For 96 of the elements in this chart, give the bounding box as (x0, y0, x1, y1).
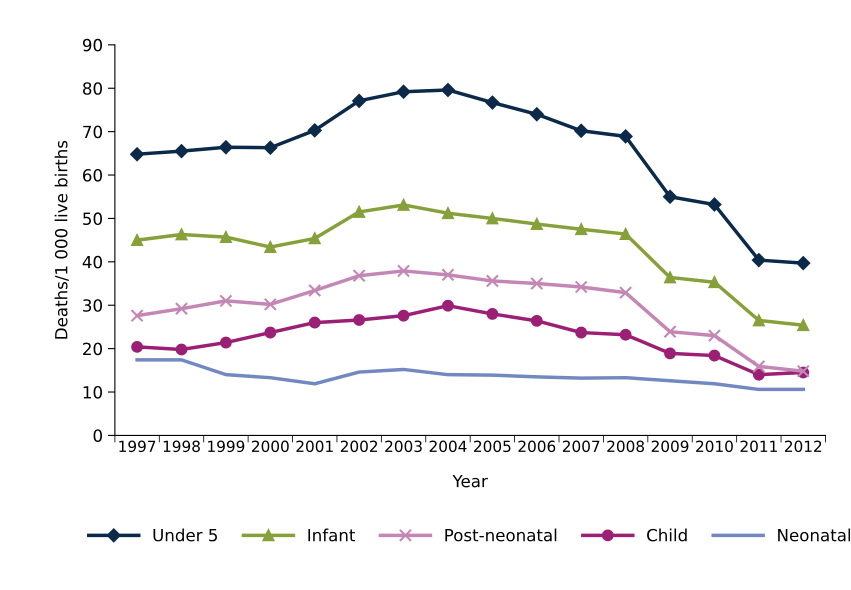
point (620, 228, 632, 240)
y-tick-label: 50 (83, 212, 102, 225)
point (353, 206, 366, 218)
point (530, 314, 543, 327)
point (620, 328, 632, 341)
point (486, 308, 498, 320)
point (708, 198, 722, 212)
point (308, 284, 322, 298)
point (174, 302, 188, 316)
legend-label: Post-neonatal (445, 528, 556, 542)
point (752, 368, 765, 381)
y-tick-label: 60 (83, 168, 102, 182)
point (264, 326, 276, 338)
point (130, 147, 144, 162)
point (130, 309, 144, 322)
y-tick-label: 30 (83, 299, 102, 312)
x-tick-label: 2011 (740, 440, 777, 452)
x-tick-label: 2003 (385, 440, 422, 452)
point (618, 129, 633, 144)
point (796, 256, 810, 270)
y-tick-label: 90 (82, 38, 102, 52)
point (752, 253, 766, 268)
y-tick-label: 20 (83, 342, 102, 356)
x-axis-title: Year (452, 475, 488, 488)
point (442, 300, 454, 312)
point (442, 207, 454, 220)
legend-label: Neonatal (778, 528, 850, 542)
point (441, 268, 455, 282)
line-series (135, 358, 805, 392)
y-tick-label: 80 (83, 82, 102, 95)
y-tick-label: 10 (84, 386, 102, 399)
point (574, 124, 588, 138)
x-tick-label: 2002 (340, 440, 378, 452)
point (176, 228, 188, 240)
point (220, 336, 232, 348)
point (352, 269, 366, 282)
point (486, 212, 498, 224)
y-tick-label: 40 (82, 256, 102, 268)
point (264, 241, 276, 253)
point (352, 94, 366, 108)
point (353, 314, 366, 326)
point (396, 84, 410, 99)
x-tick-label: 1997 (119, 440, 156, 452)
x-tick-label: 2006 (518, 440, 556, 452)
x-tick-label: 2001 (296, 440, 333, 452)
point (220, 231, 232, 243)
x-tick-label: 1999 (208, 440, 244, 452)
point (663, 325, 677, 338)
x-tick-label: 2009 (652, 440, 688, 452)
point (752, 360, 766, 374)
point (664, 347, 676, 360)
legend-label: Child (647, 528, 687, 542)
point (797, 319, 810, 332)
point (131, 234, 143, 246)
y-tick-label: 0 (94, 429, 102, 442)
x-tick-label: 2010 (696, 440, 733, 452)
point (176, 344, 188, 356)
point (398, 310, 410, 322)
point (218, 140, 233, 154)
point (219, 294, 233, 308)
x-tick-label: 2000 (252, 440, 289, 452)
point (486, 274, 499, 288)
point (574, 280, 588, 294)
x-tick-label: 2005 (474, 440, 510, 452)
point (398, 199, 410, 211)
point (131, 340, 143, 353)
point (530, 276, 544, 290)
point (485, 96, 500, 110)
point (664, 272, 676, 284)
x-tick-label: 2012 (784, 440, 822, 452)
point (441, 83, 455, 97)
point (264, 298, 277, 311)
point (174, 144, 188, 158)
point (663, 190, 677, 204)
x-tick-label: 1998 (164, 440, 200, 452)
point (708, 329, 722, 342)
point (752, 314, 765, 326)
x-tick-label: 2007 (562, 440, 600, 452)
point (530, 107, 544, 122)
point (530, 218, 543, 230)
point (263, 140, 278, 155)
y-axis-title: Deaths/1 000 live births (54, 140, 69, 339)
legend-label: Under 5 (154, 528, 217, 542)
point (396, 264, 410, 278)
point (708, 350, 720, 362)
x-tick-label: 2004 (430, 440, 467, 452)
point (308, 232, 321, 244)
point (708, 276, 720, 288)
point (575, 223, 588, 236)
x-tick-label: 2008 (607, 440, 644, 452)
point (308, 316, 321, 328)
point (575, 326, 588, 338)
point (619, 286, 632, 300)
y-tick-label: 70 (83, 126, 102, 138)
legend-label: Infant (308, 528, 356, 542)
point (308, 123, 322, 138)
